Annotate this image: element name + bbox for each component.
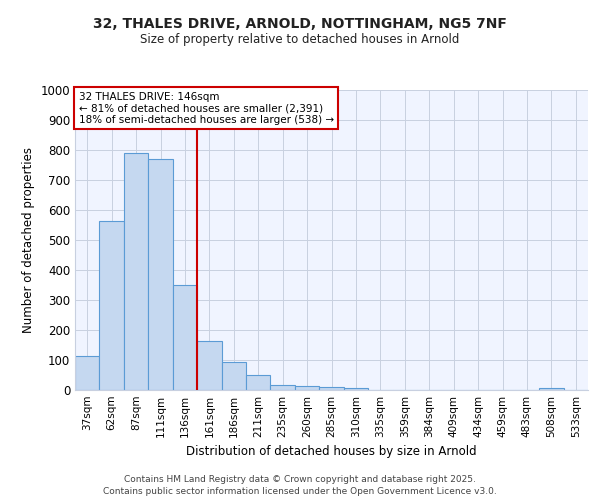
X-axis label: Distribution of detached houses by size in Arnold: Distribution of detached houses by size … [186,446,477,458]
Bar [344,388,368,390]
Bar [173,285,197,390]
Bar [221,362,246,390]
Text: 32, THALES DRIVE, ARNOLD, NOTTINGHAM, NG5 7NF: 32, THALES DRIVE, ARNOLD, NOTTINGHAM, NG… [93,18,507,32]
Bar [246,375,271,390]
Bar [271,385,295,390]
Text: Contains public sector information licensed under the Open Government Licence v3: Contains public sector information licen… [103,487,497,496]
Bar [539,388,563,390]
Bar [148,159,173,390]
Text: Size of property relative to detached houses in Arnold: Size of property relative to detached ho… [140,32,460,46]
Text: 32 THALES DRIVE: 146sqm
← 81% of detached houses are smaller (2,391)
18% of semi: 32 THALES DRIVE: 146sqm ← 81% of detache… [79,92,334,124]
Bar [295,386,319,390]
Bar [319,387,344,390]
Bar [197,340,221,390]
Y-axis label: Number of detached properties: Number of detached properties [22,147,35,333]
Bar [75,356,100,390]
Text: Contains HM Land Registry data © Crown copyright and database right 2025.: Contains HM Land Registry data © Crown c… [124,475,476,484]
Bar [100,220,124,390]
Bar [124,153,148,390]
